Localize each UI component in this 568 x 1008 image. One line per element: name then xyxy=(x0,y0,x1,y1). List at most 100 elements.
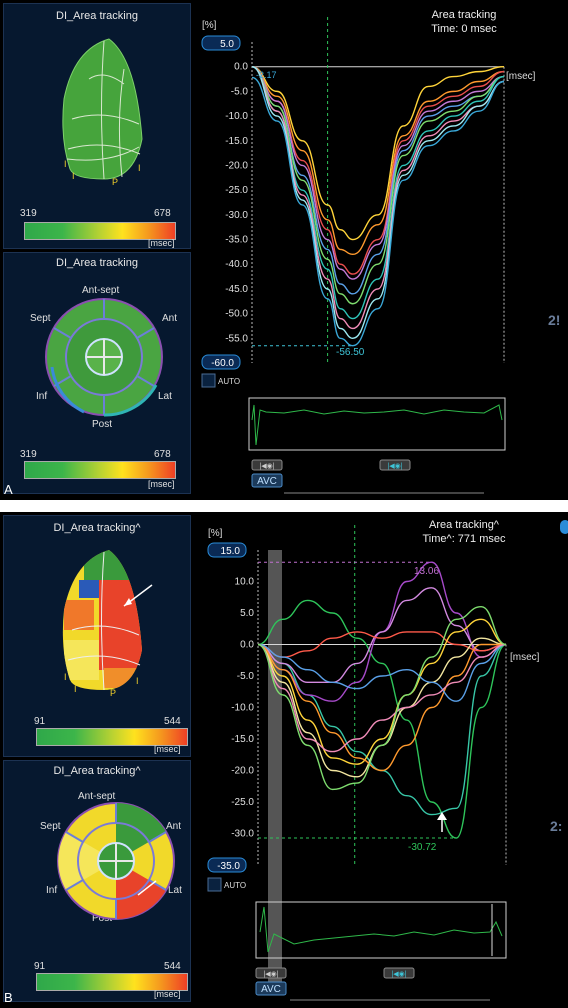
svg-text:P: P xyxy=(112,177,118,187)
auto-checkbox[interactable] xyxy=(207,877,222,892)
y-tick-label: -20.0 xyxy=(225,160,248,171)
label-inf: Inf xyxy=(36,391,48,402)
svg-text:|◀◉|: |◀◉| xyxy=(391,971,406,978)
side-char: 2: xyxy=(550,818,563,834)
y-tick-label: -15.0 xyxy=(231,734,254,745)
auto-label: AUTO xyxy=(224,881,246,890)
label-ant: Ant xyxy=(166,821,182,832)
bullseye-title: DI_Area tracking xyxy=(56,257,138,269)
chart-header-2: Time: 0 msec xyxy=(431,23,497,35)
ymin-box[interactable]: -60.0 xyxy=(201,354,241,370)
scale-min: 91 xyxy=(34,961,46,972)
scroll-handle[interactable] xyxy=(560,520,568,534)
start-value-label: -2.17 xyxy=(256,70,277,80)
y-tick-label: -5.0 xyxy=(231,86,249,97)
avc-button[interactable]: AVC xyxy=(255,981,287,996)
label-ant-sept: Ant-sept xyxy=(78,791,116,802)
playback-button-1[interactable]: |◀◉| xyxy=(255,967,287,979)
ecg-trace xyxy=(251,404,503,446)
min-value-label: -30.72 xyxy=(408,842,437,853)
series-line-4 xyxy=(251,65,505,280)
arrow-annotation xyxy=(437,812,447,832)
y-tick-label: 10.0 xyxy=(235,577,255,588)
svg-text:|◀◉|: |◀◉| xyxy=(387,463,402,470)
scale-unit: [msec] xyxy=(154,744,181,754)
panel-a: DI_Area tracking I I P I 319 678 [msec] … xyxy=(0,0,568,500)
svg-text:AVC: AVC xyxy=(261,984,281,995)
color-scale-bar xyxy=(36,973,188,991)
lv-3d-model: I I P I xyxy=(62,38,143,187)
scale-unit: [msec] xyxy=(154,989,181,999)
svg-text:|◀◉|: |◀◉| xyxy=(259,463,274,470)
label-lat: Lat xyxy=(158,391,172,402)
auto-label: AUTO xyxy=(218,377,240,386)
playback-button-2[interactable]: |◀◉| xyxy=(383,967,415,979)
series-line-10 xyxy=(251,76,505,347)
series-line-10 xyxy=(257,643,507,753)
y-tick-label: -50.0 xyxy=(225,309,248,320)
label-post: Post xyxy=(92,419,113,430)
panel-letter: B xyxy=(4,990,13,1005)
color-scale-bar xyxy=(36,728,188,746)
y-axis-label: [%] xyxy=(208,528,223,539)
label-inf: Inf xyxy=(46,885,58,896)
chart-header-1: Area tracking xyxy=(432,9,497,21)
lv-3d-model: I I P I xyxy=(62,550,153,698)
scale-unit: [msec] xyxy=(148,238,175,248)
side-char: 2! xyxy=(548,312,561,328)
scale-max: 544 xyxy=(164,961,181,972)
scale-unit: [msec] xyxy=(148,479,175,489)
ecg-box xyxy=(248,397,506,451)
label-post: Post xyxy=(92,913,113,924)
y-tick-label: -5.0 xyxy=(237,671,255,682)
ecg-trace xyxy=(259,906,503,953)
series-line-8 xyxy=(257,643,506,772)
map3d-panel-a: DI_Area tracking I I P I 319 678 [msec] xyxy=(3,3,191,249)
color-scale-bar xyxy=(24,222,176,240)
svg-text:I: I xyxy=(138,163,141,173)
svg-text:15.0: 15.0 xyxy=(221,546,241,557)
ymax-box[interactable]: 15.0 xyxy=(207,542,247,558)
ecg-box xyxy=(255,901,507,959)
avc-button[interactable]: AVC xyxy=(251,473,283,488)
map3d-title: DI_Area tracking xyxy=(56,10,138,22)
svg-text:|◀◉|: |◀◉| xyxy=(263,971,278,978)
bullseye-panel-b: DI_Area tracking^ Ant-sept Sept Ant Inf … xyxy=(3,760,191,1002)
series-line-3 xyxy=(251,65,505,275)
svg-text:-60.0: -60.0 xyxy=(211,358,234,369)
scale-max: 678 xyxy=(154,208,171,219)
playback-button-1[interactable]: |◀◉| xyxy=(251,459,283,471)
series-line-9 xyxy=(257,643,507,702)
series-line-5 xyxy=(251,65,505,295)
y-tick-label: -30.0 xyxy=(231,829,254,840)
scale-max: 544 xyxy=(164,716,181,727)
ymin-box[interactable]: -35.0 xyxy=(207,857,247,873)
label-lat: Lat xyxy=(168,885,182,896)
y-tick-label: -30.0 xyxy=(225,210,248,221)
label-ant-sept: Ant-sept xyxy=(82,285,120,296)
series-line-8 xyxy=(251,65,505,330)
color-scale-bar xyxy=(24,461,176,479)
bullseye-plot xyxy=(57,802,175,920)
scale-min: 319 xyxy=(20,208,37,219)
scale-min: 91 xyxy=(34,716,46,727)
y-tick-label: 0.0 xyxy=(240,640,254,651)
y-tick-label: 5.0 xyxy=(240,608,254,619)
series-line-6 xyxy=(251,65,505,305)
svg-text:I: I xyxy=(74,684,77,694)
svg-text:I: I xyxy=(72,171,75,181)
y-tick-label: -35.0 xyxy=(225,235,248,246)
auto-checkbox[interactable] xyxy=(201,373,216,388)
series-line-5 xyxy=(257,631,507,658)
playback-button-2[interactable]: |◀◉| xyxy=(379,459,411,471)
area-tracking-chart-a: [%] Area tracking Time: 0 msec [msec] 5.… xyxy=(201,9,536,494)
series-line-9 xyxy=(251,65,505,340)
label-sept: Sept xyxy=(30,313,51,324)
avc-marker-band xyxy=(268,550,282,988)
chart-header-1: Area tracking^ xyxy=(429,519,500,531)
series-line-11 xyxy=(257,605,507,791)
label-ant: Ant xyxy=(162,313,178,324)
map3d-title: DI_Area tracking^ xyxy=(53,522,141,534)
svg-text:5.0: 5.0 xyxy=(220,39,234,50)
ymax-box[interactable]: 5.0 xyxy=(201,35,241,51)
